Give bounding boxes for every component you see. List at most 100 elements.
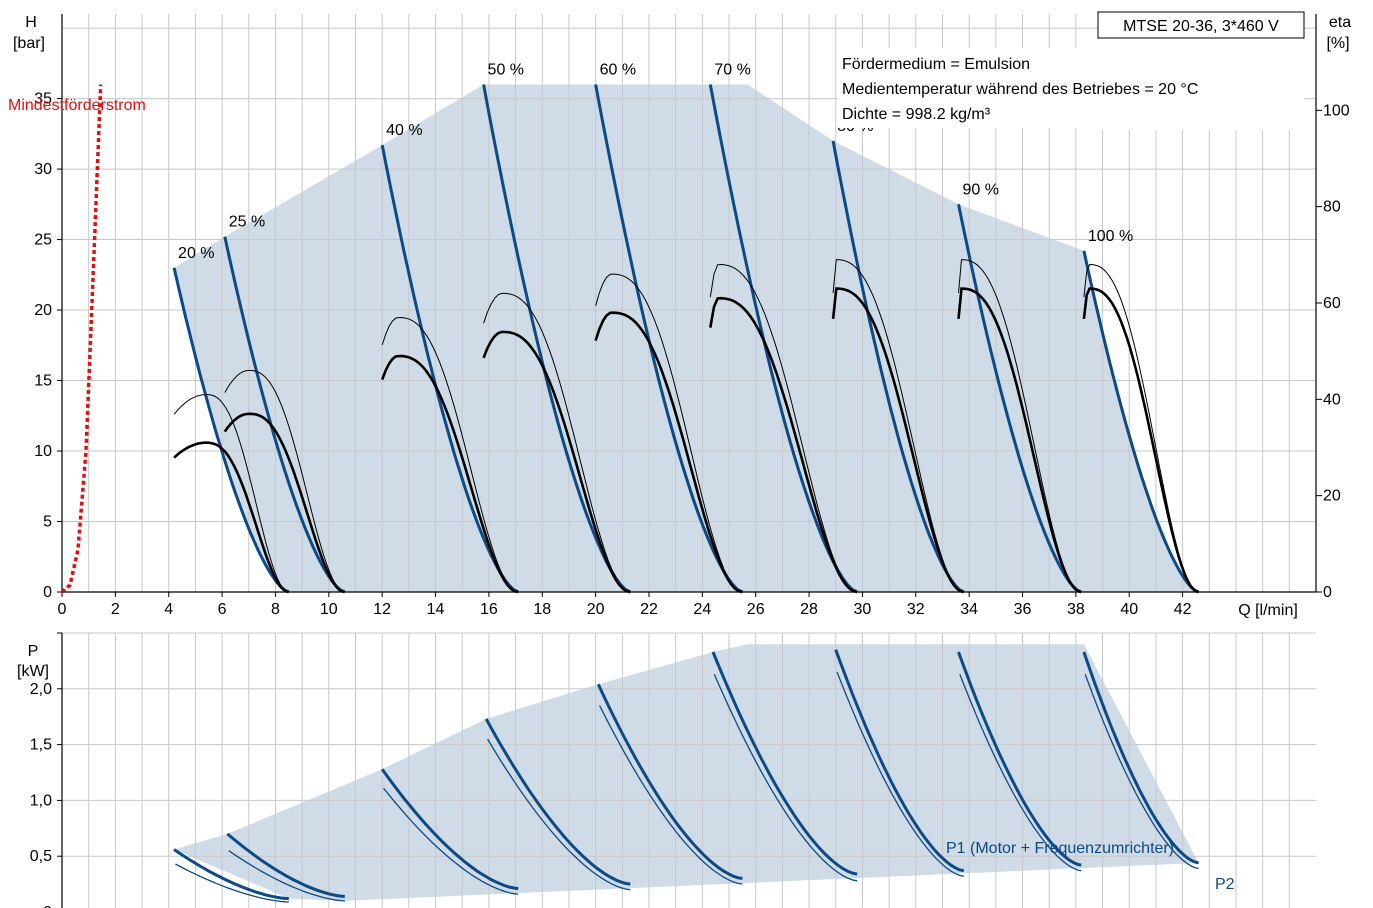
x-tick-label: 0: [58, 601, 67, 618]
bottom-axes: [57, 632, 63, 908]
y2-tick-label: 80: [1323, 199, 1341, 216]
y2-tick-label: 0: [1323, 584, 1332, 601]
power-curve-p2: [599, 705, 743, 885]
x-tick-label: 6: [218, 601, 227, 618]
speed-label: 50 %: [488, 61, 524, 78]
power-curve-p2: [175, 863, 289, 903]
x-tick-label: 30: [854, 601, 872, 618]
efficiency-curve-thick: [709, 296, 858, 594]
y-axis-unit-p: [kW]: [17, 663, 49, 680]
efficiency-curve-thick: [594, 311, 743, 594]
x-tick-label: 32: [907, 601, 925, 618]
y-axis-label-h: H: [25, 14, 37, 31]
top-tick-labels: 0 2 4 6 8 10 12 14 16 18 20 22 24 26 28 30 32 34 36 38 40 420…: [34, 91, 1350, 618]
head-curve: [172, 267, 290, 594]
power-curve-p2: [382, 787, 519, 895]
p-tick-label: 2,0: [30, 681, 52, 698]
efficiency-curve-thin: [709, 263, 858, 593]
power-curve-p1: [226, 832, 345, 898]
power-curve-p1: [834, 649, 965, 873]
y-tick-label: 10: [34, 443, 52, 460]
pump-label: MTSE 20-36, 3*460 V: [1123, 18, 1279, 35]
speed-label: 60 %: [600, 61, 636, 78]
x-axis-label-q: Q [l/min]: [1238, 602, 1298, 619]
efficiency-curve-thin: [224, 369, 345, 593]
x-tick-label: 4: [164, 601, 173, 618]
power-curve-p1: [711, 651, 858, 876]
x-tick-label: 16: [480, 601, 498, 618]
power-curve-p2: [1084, 674, 1199, 870]
y-tick-label: 20: [34, 302, 52, 319]
info-temperature: Medientemperatur während des Betriebes =…: [842, 81, 1198, 98]
power-curve-p2: [959, 674, 1082, 872]
x-tick-label: 36: [1014, 601, 1032, 618]
speed-label: 70 %: [714, 61, 750, 78]
power-curve-p1: [484, 718, 631, 886]
p-tick-label: 0: [43, 904, 52, 908]
bottom-tick-labels: 0 0,5 1,0 1,5 2,0: [30, 681, 52, 908]
y-tick-label: 0: [43, 584, 52, 601]
efficiency-curves: [173, 259, 1199, 594]
x-tick-label: 12: [373, 601, 391, 618]
efficiency-curve-thick: [380, 354, 519, 594]
efficiency-curve-thick: [223, 412, 346, 594]
info-text-bg: [838, 48, 1304, 128]
y-tick-label: 15: [34, 373, 52, 390]
p2-label: P2: [1215, 876, 1235, 893]
power-curve-p2: [836, 671, 964, 877]
x-tick-label: 34: [960, 601, 978, 618]
power-curve-p1: [380, 768, 519, 891]
y-tick-label: 35: [34, 91, 52, 108]
x-tick-label: 20: [587, 601, 605, 618]
p-tick-label: 1,5: [30, 737, 52, 754]
power-curve-p1: [957, 651, 1082, 867]
speed-label: 100 %: [1088, 228, 1133, 245]
x-tick-label: 2: [111, 601, 120, 618]
speed-label: 90 %: [962, 181, 998, 198]
efficiency-curve-thin: [381, 316, 519, 593]
operating-range-fill: [174, 84, 1199, 592]
pump-label-box: [1097, 11, 1305, 39]
y2-tick-label: 20: [1323, 488, 1341, 505]
y-axis-unit-h: [bar]: [13, 35, 45, 52]
x-tick-label: 42: [1174, 601, 1192, 618]
y2-axis-label-eta: eta: [1329, 14, 1351, 31]
efficiency-curve-thin: [483, 292, 631, 593]
efficiency-curve-thick: [482, 330, 631, 594]
head-efficiency-panel: 20 %25 %40 %50 %60 %70 %80 %90 %100 % 02…: [34, 14, 1350, 618]
operating-range-area: [174, 84, 1199, 592]
x-tick-label: 24: [693, 601, 711, 618]
p1-label: P1 (Motor + Frequenzumrichter): [946, 840, 1174, 857]
x-tick-label: 22: [640, 601, 658, 618]
y-tick-label: 25: [34, 232, 52, 249]
power-range-fill: [174, 644, 1199, 901]
y2-tick-label: 100: [1323, 102, 1350, 119]
min-flow-curve-group: [60, 84, 103, 594]
info-density: Dichte = 998.2 kg/m³: [842, 106, 991, 123]
speed-label: 40 %: [386, 122, 422, 139]
x-tick-label: 18: [533, 601, 551, 618]
power-curve-p2: [713, 674, 858, 882]
x-tick-label: 28: [800, 601, 818, 618]
p-tick-label: 1,0: [30, 792, 52, 809]
efficiency-curve-thick: [173, 441, 290, 594]
y-tick-label: 5: [43, 514, 52, 531]
power-curve-p2: [228, 850, 345, 902]
head-curve: [1082, 250, 1200, 594]
y2-tick-label: 60: [1323, 295, 1341, 312]
y2-axis-unit-eta: [%]: [1326, 35, 1349, 52]
y-axis-label-p: P: [28, 643, 39, 660]
info-medium: Fördermedium = Emulsion: [842, 56, 1030, 73]
x-tick-label: 14: [427, 601, 445, 618]
x-tick-label: 26: [747, 601, 765, 618]
x-tick-label: 40: [1120, 601, 1138, 618]
speed-label: 25 %: [229, 214, 265, 231]
efficiency-curve-thick: [1082, 287, 1199, 594]
power-curve-p1: [173, 848, 289, 901]
efficiency-curve-thin: [173, 393, 289, 593]
power-curve-p1: [1082, 651, 1199, 865]
min-flow-label: Mindestförderstrom: [8, 97, 146, 114]
efficiency-curve-thick: [957, 287, 1082, 594]
x-tick-label: 8: [271, 601, 280, 618]
